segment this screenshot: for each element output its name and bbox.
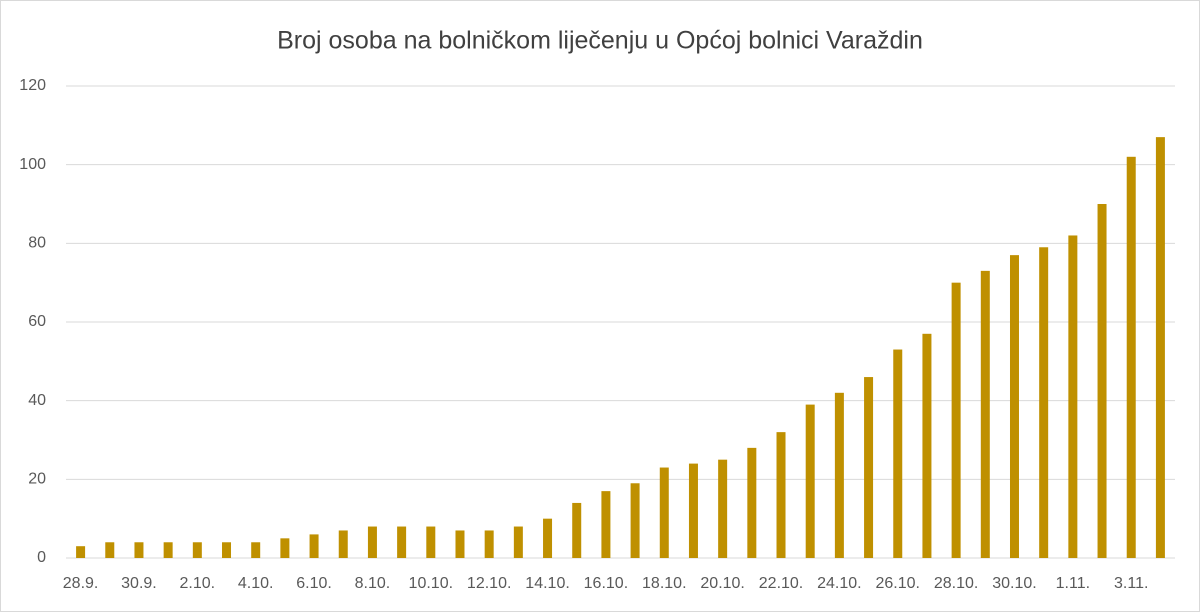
x-tick-label: 14.10. — [525, 575, 569, 592]
x-tick-label: 22.10. — [759, 575, 803, 592]
bar — [922, 333, 932, 558]
bar — [1068, 235, 1078, 558]
y-tick-label: 0 — [37, 549, 46, 566]
y-tick-label: 80 — [28, 235, 46, 252]
x-tick-label: 30.10. — [992, 575, 1036, 592]
bar — [1126, 156, 1136, 559]
bar — [718, 459, 728, 558]
bar — [630, 483, 640, 558]
bar — [251, 542, 261, 558]
bar — [688, 463, 698, 558]
x-tick-label: 18.10. — [642, 575, 686, 592]
y-tick-label: 100 — [19, 156, 46, 173]
x-tick-label: 1.11. — [1056, 575, 1090, 592]
bar — [834, 392, 844, 558]
x-tick-label: 26.10. — [876, 575, 920, 592]
bar — [222, 542, 232, 558]
bar — [601, 491, 611, 558]
x-tick-label: 28.9. — [63, 575, 99, 592]
x-tick-label: 12.10. — [467, 575, 511, 592]
bar — [1039, 247, 1049, 558]
bar — [543, 518, 553, 558]
bar — [105, 542, 115, 558]
bar — [980, 270, 990, 558]
bar — [1097, 204, 1107, 558]
bar — [192, 542, 202, 558]
bar — [280, 538, 290, 558]
x-tick-label: 20.10. — [700, 575, 744, 592]
bar — [484, 530, 494, 558]
bar — [572, 502, 582, 558]
bar — [951, 282, 961, 558]
bar — [747, 447, 757, 558]
x-tick-label: 30.9. — [121, 575, 157, 592]
x-tick-label: 28.10. — [934, 575, 978, 592]
bar — [163, 542, 173, 558]
bar — [309, 534, 319, 558]
bar — [659, 467, 669, 558]
y-tick-label: 20 — [28, 471, 46, 488]
y-tick-label: 120 — [19, 77, 46, 94]
x-tick-label: 24.10. — [817, 575, 861, 592]
bar — [76, 546, 86, 558]
bar — [776, 432, 786, 558]
y-tick-label: 60 — [28, 313, 46, 330]
bar — [426, 526, 436, 558]
bar — [893, 349, 903, 558]
bar — [864, 377, 874, 558]
y-tick-label: 40 — [28, 392, 46, 409]
bar — [805, 404, 815, 558]
bar — [455, 530, 465, 558]
x-tick-label: 10.10. — [409, 575, 453, 592]
x-tick-label: 4.10. — [238, 575, 274, 592]
bar — [1155, 137, 1165, 558]
bar — [134, 542, 144, 558]
bar — [513, 526, 523, 558]
x-tick-label: 6.10. — [296, 575, 332, 592]
x-tick-label: 8.10. — [355, 575, 391, 592]
bar — [1009, 255, 1019, 558]
x-tick-label: 3.11. — [1114, 575, 1148, 592]
x-tick-label: 2.10. — [180, 575, 216, 592]
bar — [338, 530, 348, 558]
x-tick-label: 16.10. — [584, 575, 628, 592]
bar — [367, 526, 377, 558]
bar — [397, 526, 407, 558]
chart-title: Broj osoba na bolničkom liječenju u Općo… — [277, 27, 923, 55]
